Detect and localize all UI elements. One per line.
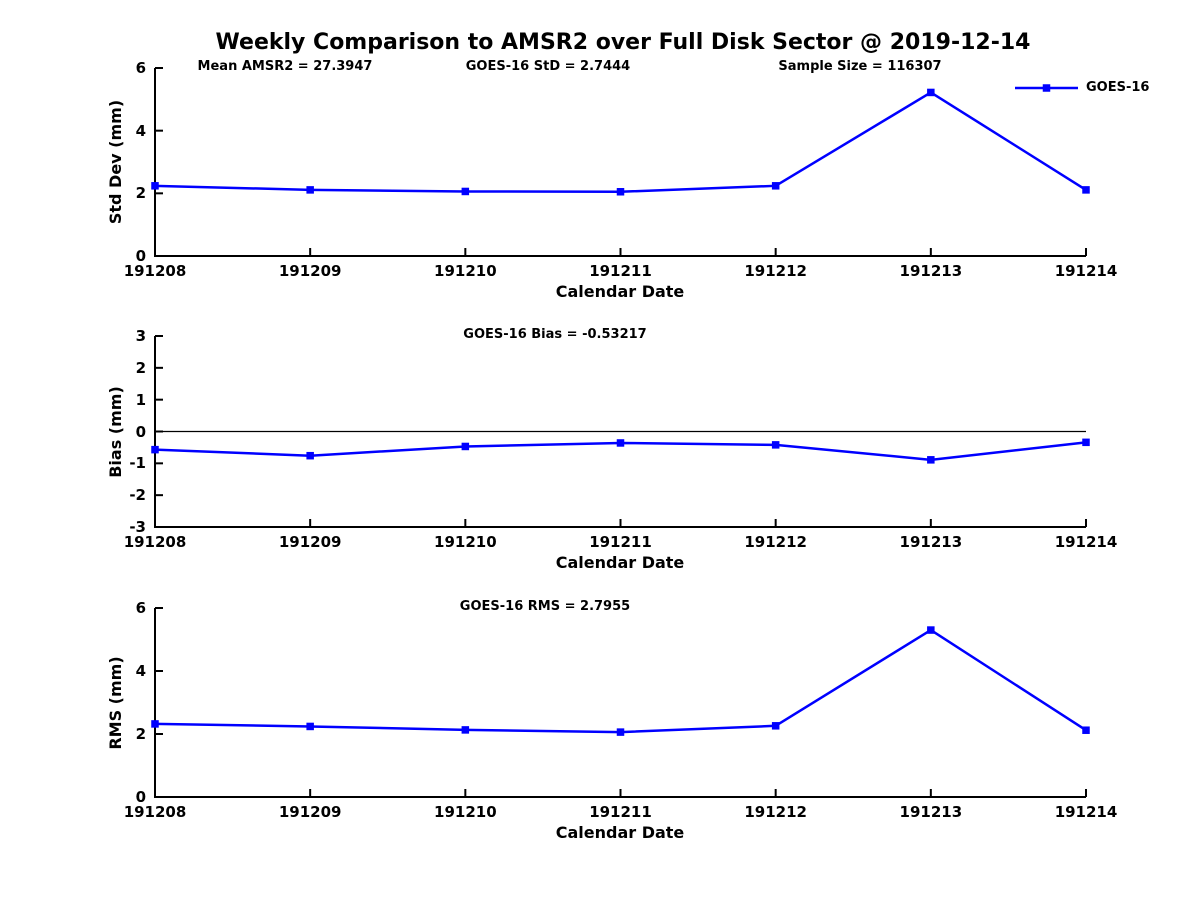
- x-axis-label: Calendar Date: [555, 282, 685, 301]
- x-tick-label: 191209: [278, 803, 342, 821]
- x-tick-label: 191212: [744, 533, 807, 551]
- x-tick-label: 191214: [1054, 262, 1118, 280]
- x-tick-label: 191213: [899, 803, 963, 821]
- annotation: GOES-16 RMS = 2.7955: [459, 599, 631, 614]
- data-point-marker: [151, 445, 159, 454]
- y-tick-label: 2: [135, 358, 146, 377]
- data-point-marker: [616, 188, 625, 196]
- x-tick-label: 191209: [278, 533, 342, 551]
- y-axis-label: Std Dev (mm): [106, 99, 126, 225]
- data-point-marker: [461, 442, 470, 451]
- y-tick-label: 0: [135, 787, 146, 806]
- x-tick-label: 191213: [899, 262, 963, 280]
- annotation: GOES-16 StD = 2.7444: [465, 59, 631, 74]
- data-point-marker: [771, 441, 780, 449]
- data-point-marker: [1082, 726, 1090, 734]
- figure-title: Weekly Comparison to AMSR2 over Full Dis…: [215, 30, 1031, 55]
- y-tick-label: -3: [129, 517, 146, 536]
- x-tick-label: 191208: [123, 803, 187, 821]
- data-point-marker: [616, 439, 625, 447]
- x-tick-label: 191211: [589, 533, 652, 551]
- legend-label: GOES-16: [1086, 79, 1150, 95]
- legend-marker: [1042, 84, 1051, 92]
- data-point-marker: [771, 182, 780, 190]
- data-point-marker: [151, 720, 159, 728]
- subplot-rms-axis: [154, 608, 1086, 798]
- y-axis-label: Bias (mm): [106, 385, 126, 478]
- x-tick-label: 191208: [123, 262, 187, 280]
- x-tick-label: 191209: [278, 262, 342, 280]
- x-tick-label: 191211: [589, 803, 652, 821]
- data-point-marker: [306, 451, 314, 460]
- y-tick-label: 6: [135, 598, 146, 617]
- data-line: [154, 91, 1087, 194]
- y-tick-label: 2: [135, 724, 146, 743]
- x-axis-label: Calendar Date: [555, 823, 685, 842]
- data-point-marker: [306, 186, 314, 194]
- y-tick-label: -1: [129, 454, 146, 473]
- data-point-marker: [1082, 186, 1090, 194]
- data-point-marker: [927, 626, 935, 634]
- x-tick-label: 191213: [899, 533, 963, 551]
- data-point-marker: [461, 726, 470, 734]
- x-axis-label: Calendar Date: [555, 553, 685, 572]
- annotation: GOES-16 Bias = -0.53217: [463, 327, 647, 342]
- data-point-marker: [616, 728, 625, 736]
- x-tick-label: 191208: [123, 533, 187, 551]
- data-point-marker: [927, 456, 935, 464]
- x-tick-label: 191212: [744, 262, 807, 280]
- x-tick-label: 191214: [1054, 533, 1118, 551]
- x-tick-label: 191210: [434, 533, 497, 551]
- y-tick-label: 0: [135, 422, 146, 441]
- data-point-marker: [151, 182, 159, 190]
- x-tick-label: 191214: [1054, 803, 1118, 821]
- y-tick-label: -2: [129, 485, 146, 504]
- data-point-marker: [927, 88, 935, 97]
- data-line: [154, 628, 1087, 734]
- annotation: Mean AMSR2 = 27.3947: [197, 59, 373, 74]
- data-point-marker: [1082, 438, 1090, 447]
- data-point-marker: [461, 187, 470, 196]
- data-point-marker: [771, 722, 780, 730]
- data-point-marker: [306, 722, 314, 731]
- y-tick-label: 2: [135, 184, 146, 203]
- x-tick-label: 191210: [434, 262, 497, 280]
- y-tick-label: 3: [135, 326, 146, 345]
- y-tick-label: 4: [135, 121, 146, 140]
- y-axis-label: RMS (mm): [106, 655, 126, 750]
- subplot-std-dev-axis: [154, 68, 1086, 257]
- annotation: Sample Size = 116307: [778, 59, 942, 74]
- x-tick-label: 191212: [744, 803, 807, 821]
- y-tick-label: 4: [135, 661, 146, 680]
- y-tick-label: 6: [135, 58, 146, 77]
- y-tick-label: 0: [135, 246, 146, 265]
- x-tick-label: 191210: [434, 803, 497, 821]
- x-tick-label: 191211: [589, 262, 652, 280]
- y-tick-label: 1: [135, 390, 146, 409]
